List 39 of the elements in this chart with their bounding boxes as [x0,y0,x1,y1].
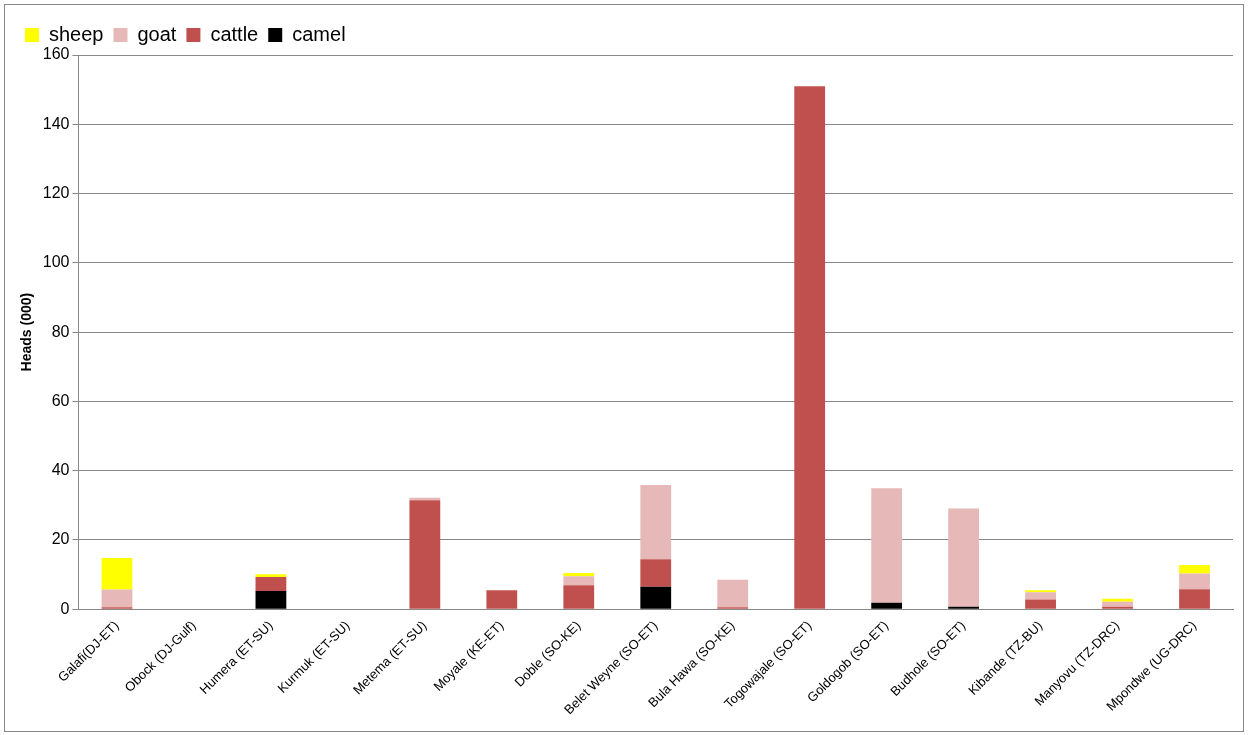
bar [640,484,672,560]
y-tick-label: 60 [51,391,70,409]
bar [1179,573,1210,590]
bar [486,590,518,609]
bar [255,590,287,609]
y-tick-label: 140 [42,114,70,132]
legend-label: sheep [49,22,104,45]
bar [1025,599,1056,609]
y-tick-label: 120 [42,183,70,201]
y-tick-label: 20 [51,530,70,548]
y-tick-label: 100 [42,253,70,271]
y-tick-label: 160 [42,45,70,63]
bar [871,602,903,609]
bar [1025,592,1056,600]
bar [101,557,133,590]
bar [255,574,287,578]
bar [1102,598,1133,602]
bar [563,585,595,609]
bar [1102,601,1133,607]
bar [871,488,903,603]
bar [255,577,287,591]
legend-label: cattle [210,22,259,45]
bar [1179,589,1210,609]
bar [640,559,672,587]
bar [640,586,672,609]
y-axis-title: Heads (000) [18,292,35,372]
bar [409,500,441,609]
legend-label: goat [137,22,177,45]
legend-label: camel [292,22,346,45]
y-tick-label: 40 [51,461,70,479]
bar [1179,564,1210,574]
bar [717,579,749,608]
bar [563,576,595,586]
y-tick-label: 0 [60,599,70,617]
bar [794,86,826,609]
bar [101,589,133,608]
bar [1025,590,1056,593]
bar [948,508,980,607]
y-tick-label: 80 [51,322,70,340]
